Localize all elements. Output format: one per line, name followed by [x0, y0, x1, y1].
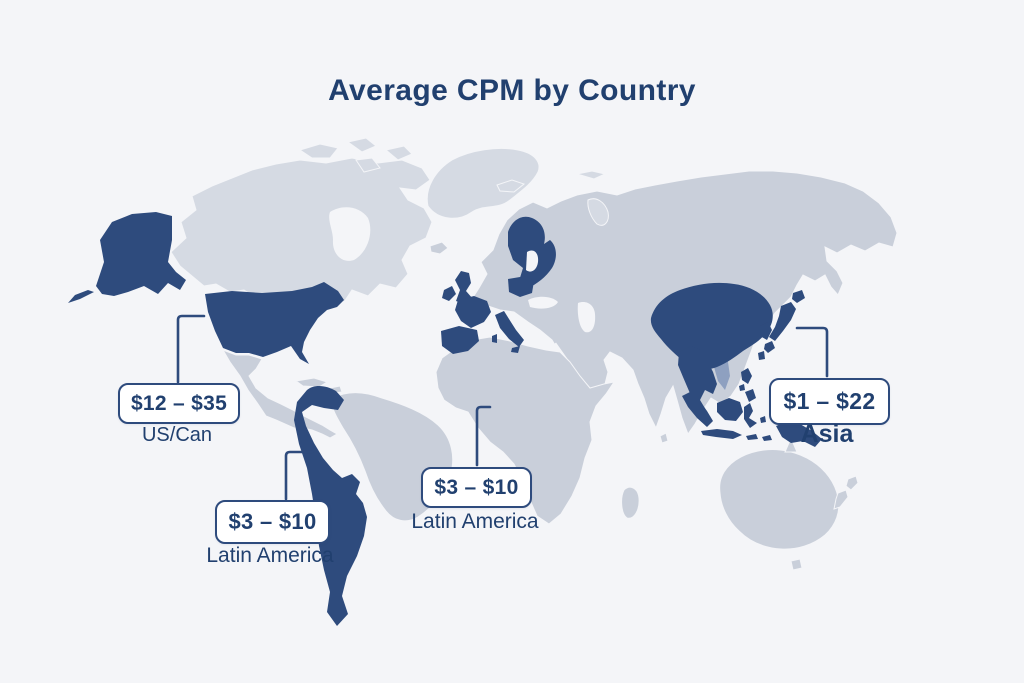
region-sri-lanka [659, 432, 669, 444]
callout-box-latam-left: $3 – $10 [215, 500, 330, 544]
callout-label-us-can: US/Can [141, 424, 213, 446]
region-usa [205, 282, 344, 364]
callout-value-us-can: $12 – $35 [130, 391, 228, 415]
region-tasmania [790, 558, 803, 571]
region-greenland [426, 147, 540, 219]
region-new-zealand [845, 475, 859, 491]
callout-label-latam-center: Latin America [411, 510, 539, 533]
region-korea [760, 322, 772, 340]
callout-label-asia: Asia [800, 420, 854, 448]
region-canada [170, 157, 433, 303]
region-moluccas [760, 416, 766, 423]
caspian-sea [577, 302, 596, 333]
region-aleutians [68, 290, 94, 303]
region-iceland [429, 241, 449, 255]
arctic-island [576, 170, 607, 180]
leader-line-us-can [176, 314, 206, 384]
region-sulawesi [744, 403, 757, 428]
callout-box-us-can: $12 – $35 [118, 383, 240, 424]
region-mexico-central-america [221, 349, 339, 439]
region-java [701, 429, 742, 439]
callout-value-asia: $1 – $22 [783, 388, 876, 414]
callout-box-latam-center: $3 – $10 [421, 467, 532, 508]
region-sicily [511, 346, 520, 353]
region-japan-honshu [769, 302, 796, 341]
region-poland [508, 276, 534, 297]
arctic-island [298, 143, 339, 159]
region-china [650, 282, 773, 370]
region-japan-hokkaido [792, 290, 805, 303]
region-philippines [739, 384, 745, 391]
region-taiwan [758, 351, 765, 360]
leader-line-latam-left [284, 450, 314, 501]
region-australia [719, 449, 840, 550]
hudson-bay [329, 207, 371, 261]
arctic-island [496, 179, 526, 193]
page-title: Average CPM by Country [328, 74, 696, 107]
black-sea [528, 296, 558, 309]
region-new-zealand [833, 489, 849, 510]
region-alaska [96, 212, 186, 296]
region-france [455, 296, 491, 328]
region-new-guinea [776, 421, 822, 447]
region-madagascar [621, 486, 640, 519]
region-andes-southern-cone [294, 385, 367, 626]
region-japan-kyushu [764, 341, 775, 353]
arctic-island [587, 198, 609, 226]
callout-value-latam-left: $3 – $10 [228, 509, 317, 534]
callout-value-latam-center: $3 – $10 [434, 475, 519, 499]
region-borneo [717, 398, 743, 421]
region-iberia [441, 326, 479, 354]
gulf-of-bothnia [526, 250, 539, 272]
region-indochina [678, 346, 717, 426]
region-uk [455, 271, 473, 305]
region-cape-york [784, 436, 798, 453]
region-africa [435, 336, 616, 525]
region-sumatra [682, 392, 713, 427]
region-ireland [442, 286, 456, 301]
leader-line-latam-center [475, 405, 492, 467]
region-lesser-sunda [762, 435, 772, 441]
arctic-island [355, 157, 381, 173]
region-sardinia [492, 334, 497, 343]
region-philippines [745, 389, 756, 402]
region-caribbean [294, 377, 329, 388]
callout-label-latam-left: Latin America [206, 544, 334, 567]
arctic-island [384, 145, 413, 161]
region-philippines [741, 368, 752, 384]
callout-box-asia: $1 – $22 [769, 378, 890, 425]
persian-gulf [605, 356, 621, 370]
leader-line-asia [795, 326, 829, 378]
region-lesser-sunda [746, 434, 758, 440]
arctic-island [346, 137, 377, 153]
region-italy [495, 311, 524, 347]
